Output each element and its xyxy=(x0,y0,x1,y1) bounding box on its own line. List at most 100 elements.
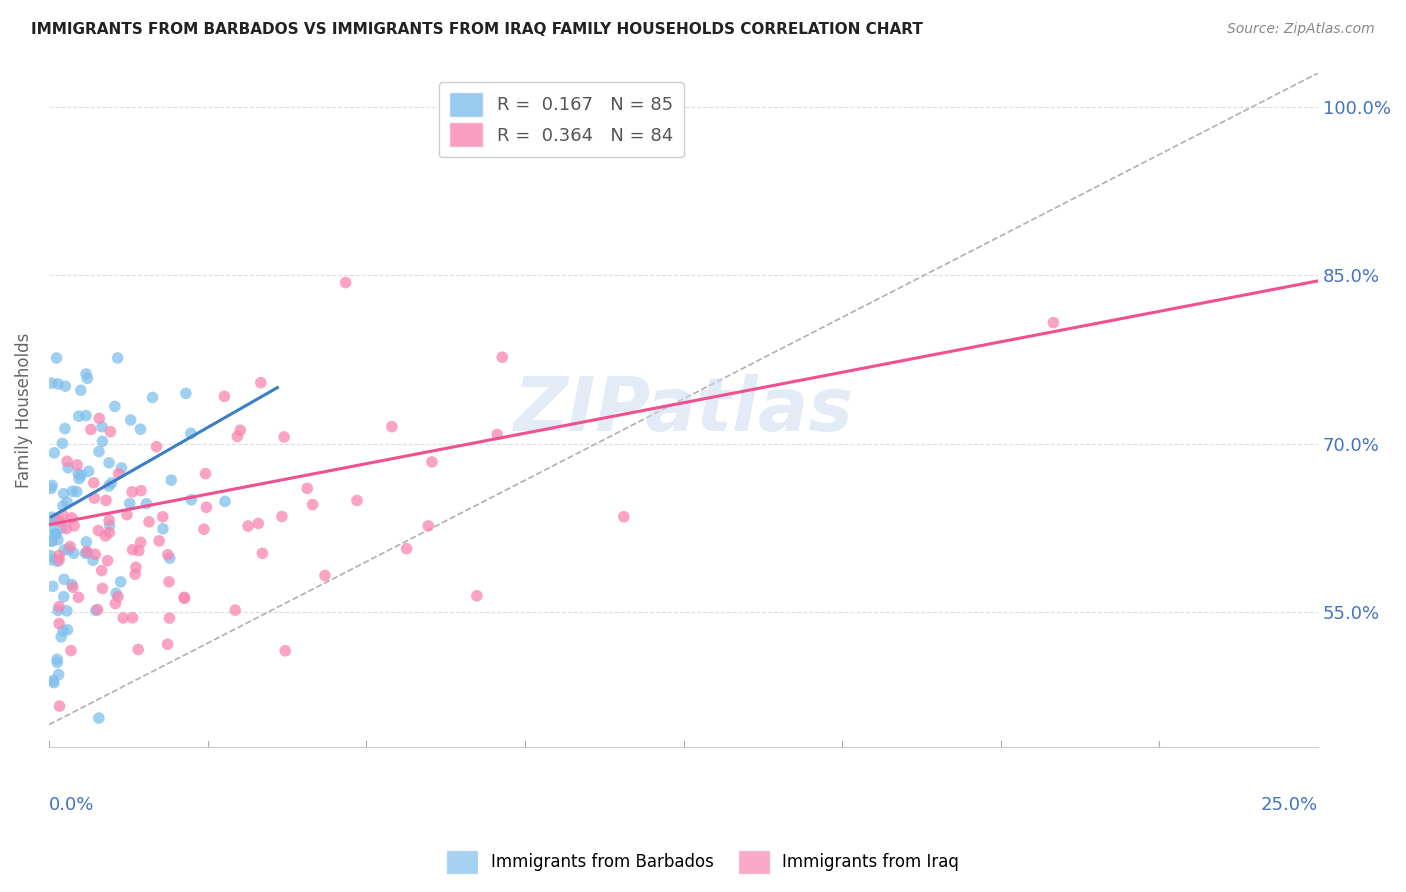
Point xyxy=(91,582,114,596)
Point xyxy=(1042,316,1064,330)
Point xyxy=(94,493,117,508)
Point xyxy=(62,580,84,594)
Point xyxy=(97,554,120,568)
Point xyxy=(159,551,181,566)
Point xyxy=(52,624,75,638)
Point xyxy=(51,436,73,450)
Point xyxy=(83,491,105,506)
Point xyxy=(66,458,89,472)
Point xyxy=(41,376,63,391)
Point xyxy=(195,500,218,515)
Point xyxy=(180,492,202,507)
Point xyxy=(44,446,66,460)
Point xyxy=(157,574,180,589)
Point xyxy=(129,422,152,436)
Point xyxy=(141,391,163,405)
Point xyxy=(69,383,91,397)
Point xyxy=(98,456,121,470)
Point xyxy=(82,553,104,567)
Point xyxy=(52,590,75,604)
Point xyxy=(160,473,183,487)
Point xyxy=(252,546,274,560)
Point xyxy=(104,400,127,414)
Point xyxy=(39,512,62,526)
Point xyxy=(110,574,132,589)
Point xyxy=(48,616,70,631)
Point xyxy=(62,546,84,560)
Y-axis label: Family Households: Family Households xyxy=(15,333,32,488)
Point xyxy=(87,444,110,458)
Point xyxy=(125,560,148,574)
Point xyxy=(127,642,149,657)
Point xyxy=(274,644,297,658)
Text: ZIPatlas: ZIPatlas xyxy=(513,374,853,447)
Point xyxy=(98,513,121,527)
Point xyxy=(67,409,90,424)
Point xyxy=(98,525,121,540)
Point xyxy=(48,514,70,528)
Point xyxy=(53,572,76,586)
Point xyxy=(156,548,179,562)
Text: 25.0%: 25.0% xyxy=(1261,796,1319,814)
Point xyxy=(112,611,135,625)
Point xyxy=(152,509,174,524)
Point xyxy=(60,577,83,591)
Point xyxy=(48,699,70,714)
Point xyxy=(46,554,69,568)
Point xyxy=(55,522,77,536)
Point xyxy=(335,276,357,290)
Point xyxy=(52,499,75,513)
Point xyxy=(51,521,73,535)
Point xyxy=(45,527,67,541)
Point xyxy=(100,475,122,490)
Point xyxy=(121,542,143,557)
Point xyxy=(100,425,122,439)
Point xyxy=(53,421,76,435)
Point xyxy=(90,564,112,578)
Point xyxy=(214,389,236,403)
Text: Source: ZipAtlas.com: Source: ZipAtlas.com xyxy=(1227,22,1375,37)
Point xyxy=(86,602,108,616)
Point xyxy=(97,479,120,493)
Point xyxy=(63,519,86,533)
Point xyxy=(48,553,70,567)
Point xyxy=(110,461,132,475)
Point xyxy=(56,460,79,475)
Point xyxy=(46,603,69,617)
Point xyxy=(135,497,157,511)
Point xyxy=(148,533,170,548)
Legend: R =  0.167   N = 85, R =  0.364   N = 84: R = 0.167 N = 85, R = 0.364 N = 84 xyxy=(439,82,683,157)
Point xyxy=(174,386,197,401)
Point xyxy=(70,468,93,483)
Point xyxy=(48,549,70,563)
Point xyxy=(42,579,65,593)
Point xyxy=(115,508,138,522)
Point xyxy=(66,484,89,499)
Point xyxy=(236,519,259,533)
Point xyxy=(121,484,143,499)
Point xyxy=(98,518,121,533)
Point xyxy=(75,409,97,423)
Point xyxy=(41,510,63,524)
Point xyxy=(107,351,129,365)
Legend: Immigrants from Barbados, Immigrants from Iraq: Immigrants from Barbados, Immigrants fro… xyxy=(440,845,966,880)
Point xyxy=(44,514,66,528)
Point xyxy=(39,533,62,548)
Text: IMMIGRANTS FROM BARBADOS VS IMMIGRANTS FROM IRAQ FAMILY HOUSEHOLDS CORRELATION C: IMMIGRANTS FROM BARBADOS VS IMMIGRANTS F… xyxy=(31,22,922,37)
Point xyxy=(270,509,292,524)
Point xyxy=(229,423,252,437)
Point xyxy=(129,483,152,498)
Point xyxy=(156,637,179,651)
Point xyxy=(76,546,98,560)
Point xyxy=(420,455,443,469)
Point xyxy=(120,413,142,427)
Point xyxy=(67,591,90,605)
Point xyxy=(138,515,160,529)
Point xyxy=(87,711,110,725)
Point xyxy=(395,541,418,556)
Point xyxy=(94,529,117,543)
Point xyxy=(76,371,98,385)
Point xyxy=(87,524,110,538)
Point xyxy=(84,547,107,561)
Point xyxy=(48,599,70,614)
